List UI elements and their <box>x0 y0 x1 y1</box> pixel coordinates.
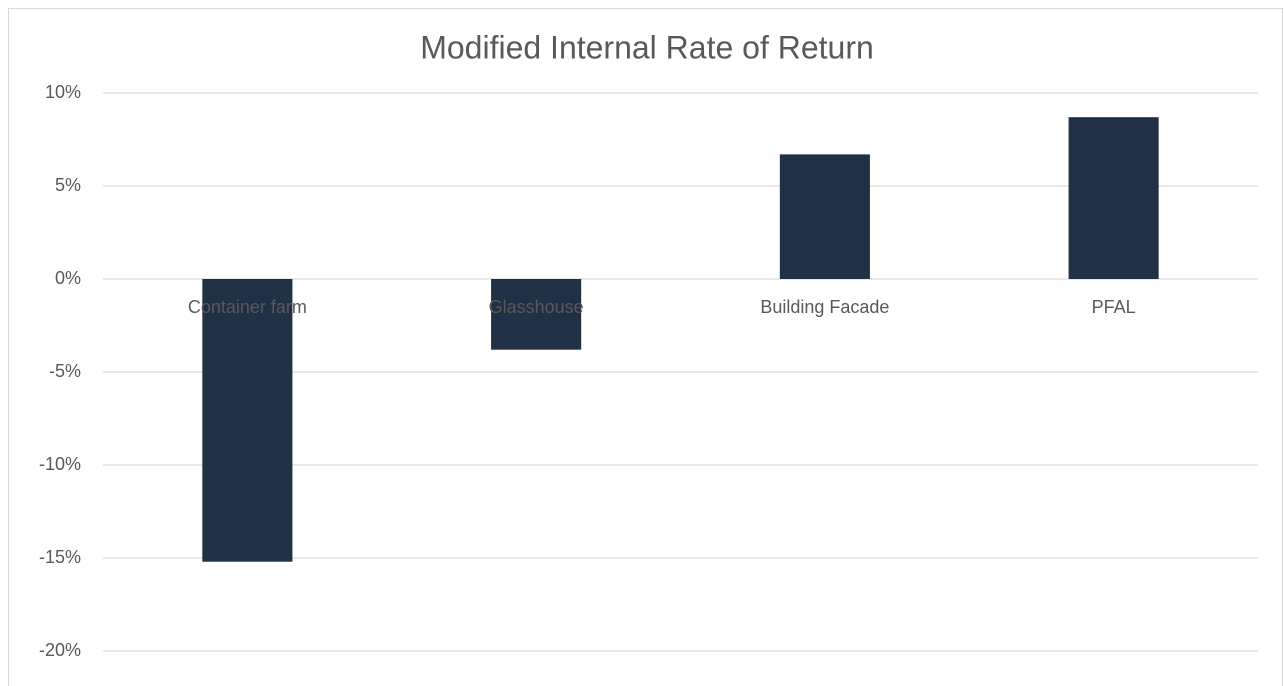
chart-frame <box>8 8 1283 686</box>
y-tick-label: -10% <box>39 454 81 474</box>
y-tick-label: 10% <box>45 82 81 102</box>
x-tick-label: PFAL <box>1092 297 1136 317</box>
y-tick-label: 0% <box>55 268 81 288</box>
y-tick-label: -20% <box>39 640 81 660</box>
bar <box>202 279 293 562</box>
bar <box>779 154 870 279</box>
bar <box>491 279 582 350</box>
chart-title: Modified Internal Rate of Return <box>420 29 874 65</box>
y-tick-label: 5% <box>55 175 81 195</box>
bar <box>1068 117 1159 280</box>
y-tick-label: -5% <box>49 361 81 381</box>
x-tick-label: Container farm <box>188 297 307 317</box>
x-tick-label: Building Facade <box>760 297 889 317</box>
y-tick-label: -15% <box>39 547 81 567</box>
x-tick-label: Glasshouse <box>489 297 584 317</box>
